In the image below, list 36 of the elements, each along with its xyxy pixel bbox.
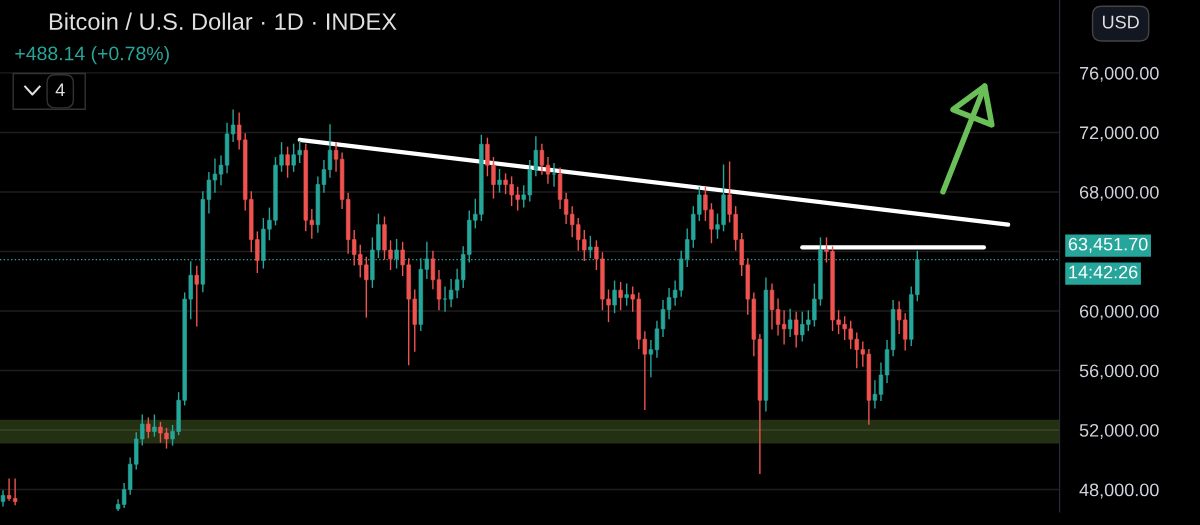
ref-line-label: 63,451.70 [1068, 237, 1148, 253]
candlestick [442, 286, 448, 312]
candlestick [146, 417, 151, 439]
candlestick [152, 414, 157, 437]
candlestick [327, 124, 333, 178]
y-tick-label: 48,000.00 [1079, 483, 1159, 499]
candlestick [194, 265, 199, 327]
y-tick-label: 72,000.00 [1079, 126, 1159, 142]
candlestick [872, 380, 878, 409]
candlestick [588, 235, 593, 259]
chart-title: Bitcoin / U.S. Dollar · 1D · INDEX [49, 12, 397, 30]
candlestick [660, 299, 666, 337]
candlestick [624, 283, 629, 306]
candlestick [285, 146, 290, 178]
candlestick [430, 250, 436, 290]
candlestick [612, 280, 617, 314]
candlestick [794, 311, 799, 348]
y-tick-label: 52,000.00 [1079, 423, 1159, 439]
candlestick [787, 308, 793, 337]
candlestick [551, 162, 557, 187]
candlestick [497, 168, 502, 193]
candlestick [769, 283, 775, 330]
y-tick-label: 76,000.00 [1079, 66, 1159, 82]
y-tick-label: 60,000.00 [1079, 304, 1159, 320]
candlestick [878, 362, 884, 401]
annotation: 4 [55, 83, 65, 97]
annotation: +488.14 (+0.78%) [15, 46, 169, 65]
text: USD [1102, 15, 1139, 29]
text: 14:42:26 [1069, 265, 1138, 279]
candlestick [618, 282, 623, 311]
candlestick [0, 490, 6, 507]
candlestick [394, 238, 399, 269]
y-tick-label: 56,000.00 [1079, 364, 1159, 380]
y-tick-label: 68,000.00 [1079, 185, 1159, 201]
candlestick [218, 155, 224, 186]
candlestick [436, 270, 442, 311]
